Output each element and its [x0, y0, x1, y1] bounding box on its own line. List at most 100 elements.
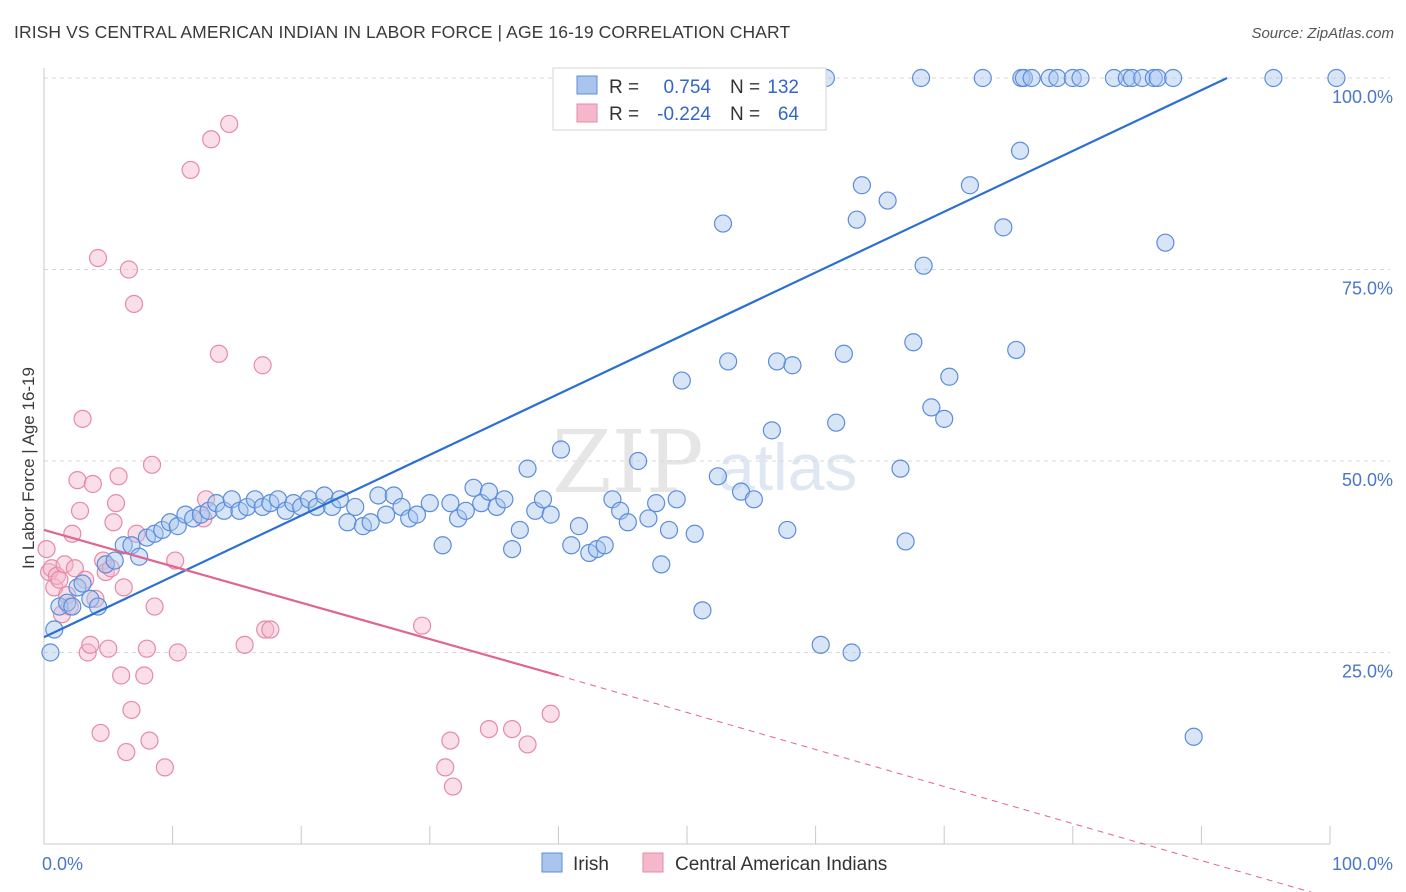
irish-point — [896, 532, 915, 551]
bottom-legend-label-irish: Irish — [573, 854, 609, 875]
legend-swatch-irish — [576, 75, 598, 95]
irish-point — [346, 497, 365, 517]
legend-r-label-1: R = — [609, 77, 639, 98]
irish-point — [842, 643, 861, 662]
irish-point — [1063, 68, 1082, 88]
cai-point — [235, 635, 254, 654]
cai-point — [114, 578, 133, 597]
cai-point — [443, 777, 463, 796]
watermark-zip: ZIP — [552, 413, 704, 513]
irish-point — [994, 218, 1013, 237]
cai-point — [253, 356, 272, 375]
irish-point — [299, 490, 319, 509]
irish-point — [1014, 68, 1034, 88]
irish-point — [96, 555, 115, 574]
legend-n-label-1: N = — [730, 77, 760, 98]
legend-r-value-cai: -0.224 — [657, 104, 711, 125]
legend-r-label-2: R = — [609, 104, 639, 125]
irish-point — [667, 490, 686, 509]
irish-point — [479, 482, 499, 501]
cai-point — [168, 643, 187, 662]
irish-point — [1148, 68, 1167, 88]
irish-point — [510, 520, 529, 540]
cai-point — [109, 467, 128, 486]
irish-point — [361, 513, 380, 532]
cai-point — [503, 719, 522, 739]
cai-point — [99, 639, 118, 658]
irish-point — [1010, 141, 1030, 160]
x-tick-label-min: 0.0% — [42, 854, 83, 874]
irish-point — [595, 536, 614, 555]
irish-point — [719, 352, 738, 371]
irish-trend-line — [43, 77, 1228, 639]
irish-point — [639, 509, 658, 528]
chart-title: IRISH VS CENTRAL AMERICAN INDIAN IN LABO… — [14, 22, 791, 42]
irish-points — [41, 68, 1346, 746]
irish-point — [914, 256, 933, 275]
irish-point — [852, 176, 871, 195]
irish-point — [420, 494, 439, 513]
irish-point — [1022, 68, 1041, 88]
irish-point — [783, 356, 802, 375]
irish-point — [456, 501, 475, 520]
cai-point — [202, 130, 221, 149]
irish-point — [685, 524, 704, 543]
irish-point — [652, 555, 671, 574]
irish-point — [533, 490, 553, 509]
cai-point — [518, 735, 537, 754]
irish-point — [464, 478, 483, 497]
watermark-atlas: atlas — [718, 430, 857, 504]
irish-point — [973, 68, 992, 88]
irish-point — [433, 536, 452, 555]
irish-point — [441, 494, 460, 513]
irish-point — [276, 501, 295, 520]
irish-point — [153, 520, 172, 540]
irish-point — [904, 333, 923, 352]
cai-point — [541, 704, 560, 723]
legend-n-value-cai: 64 — [778, 104, 800, 125]
irish-point — [1117, 68, 1136, 88]
series-legend: Irish Central American Indians — [541, 852, 887, 875]
cai-point — [88, 248, 108, 268]
irish-point — [672, 371, 691, 390]
cai-point — [81, 635, 100, 654]
cai-point — [145, 597, 164, 616]
irish-point — [73, 574, 92, 593]
irish-point — [369, 486, 388, 505]
cai-point — [412, 616, 432, 635]
cai-point — [104, 513, 123, 532]
irish-point — [744, 490, 763, 509]
cai-trend-line — [43, 528, 559, 677]
cai-point — [117, 742, 136, 762]
cai-point — [479, 719, 499, 739]
irish-point — [487, 497, 506, 517]
irish-point — [518, 459, 537, 478]
trend-lines — [43, 77, 1313, 892]
irish-point — [878, 191, 897, 210]
cai-point — [124, 294, 144, 314]
y-tick-label: 25.0% — [1342, 662, 1393, 682]
cai-point — [135, 666, 154, 685]
cai-point — [50, 570, 69, 589]
irish-point — [935, 409, 954, 428]
irish-point — [551, 440, 571, 459]
irish-point — [911, 68, 931, 88]
irish-point — [495, 490, 514, 509]
y-tick-label: 75.0% — [1342, 279, 1393, 299]
cai-trend-extension — [558, 674, 1313, 892]
y-axis-label: In Labor Force | Age 16-19 — [19, 367, 38, 569]
irish-point — [960, 176, 980, 195]
cai-points — [37, 114, 560, 796]
cai-point — [73, 409, 92, 428]
grid-lines — [44, 77, 1390, 653]
irish-point — [114, 536, 133, 555]
irish-point — [63, 597, 82, 616]
irish-point — [41, 643, 60, 662]
irish-point — [245, 490, 265, 509]
irish-point — [647, 494, 666, 513]
tick-labels: 25.0% 50.0% 75.0% 100.0% 0.0% 100.0% — [42, 87, 1393, 874]
cai-point — [83, 474, 102, 494]
irish-point — [762, 421, 781, 440]
irish-point — [1122, 68, 1142, 88]
irish-point — [376, 505, 396, 524]
